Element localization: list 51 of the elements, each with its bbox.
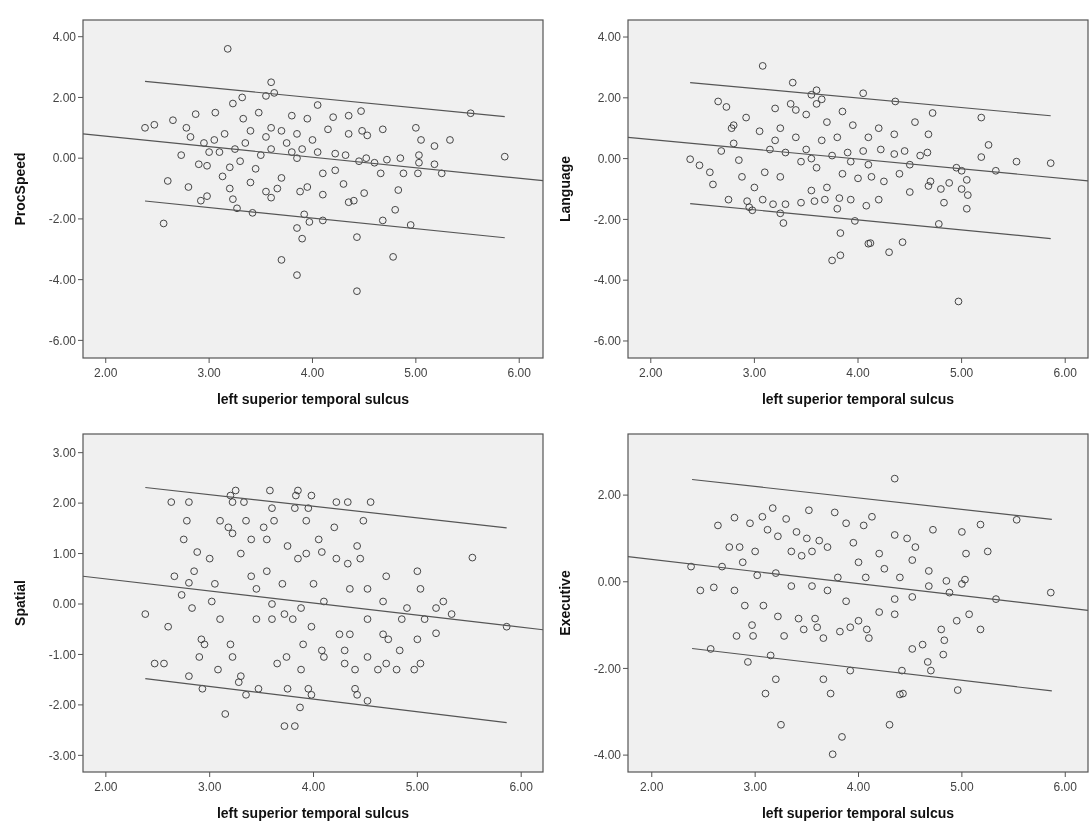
x-tick-label: 4.00 bbox=[301, 780, 326, 794]
y-tick-label: -6.00 bbox=[593, 334, 622, 349]
y-tick-label: 0.00 bbox=[52, 151, 77, 166]
y-axis-title: ProcSpeed bbox=[12, 152, 28, 226]
y-tick-label: -1.00 bbox=[48, 647, 77, 662]
y-tick-label: 2.00 bbox=[597, 488, 622, 503]
x-tick-label: 3.00 bbox=[743, 780, 768, 794]
y-tick-label: 2.00 bbox=[52, 496, 77, 511]
x-tick-label: 4.00 bbox=[846, 366, 870, 380]
x-axis-title: left superior temporal sulcus bbox=[216, 805, 410, 821]
y-tick-label: -2.00 bbox=[593, 212, 622, 227]
y-tick-label: -2.00 bbox=[48, 698, 77, 713]
y-tick-label: -6.00 bbox=[48, 333, 77, 348]
y-axis-title: Language bbox=[557, 155, 573, 223]
x-tick-label: 2.00 bbox=[94, 780, 118, 794]
x-tick-label: 2.00 bbox=[94, 366, 118, 380]
y-tick-label: 2.00 bbox=[597, 91, 622, 106]
y-tick-label: -2.00 bbox=[593, 661, 622, 676]
x-tick-label: 3.00 bbox=[198, 780, 222, 794]
y-tick-label: 0.00 bbox=[597, 151, 622, 166]
y-tick-label: 4.00 bbox=[597, 30, 622, 45]
x-tick-label: 4.00 bbox=[300, 366, 325, 380]
y-axis-title: Executive bbox=[557, 570, 573, 636]
y-tick-label: -4.00 bbox=[48, 272, 77, 287]
y-tick-label: -3.00 bbox=[48, 748, 77, 763]
x-tick-label: 6.00 bbox=[509, 780, 534, 794]
x-tick-label: 4.00 bbox=[846, 780, 871, 794]
x-tick-label: 5.00 bbox=[950, 780, 974, 794]
y-tick-label: -2.00 bbox=[48, 212, 77, 227]
y-tick-label: 1.00 bbox=[52, 546, 77, 561]
y-tick-label: 3.00 bbox=[52, 445, 77, 460]
x-tick-label: 5.00 bbox=[405, 780, 430, 794]
x-tick-label: 3.00 bbox=[197, 366, 222, 380]
y-tick-label: 0.00 bbox=[52, 597, 77, 612]
x-tick-label: 2.00 bbox=[639, 366, 663, 380]
x-tick-label: 6.00 bbox=[507, 366, 532, 380]
x-tick-label: 6.00 bbox=[1053, 780, 1078, 794]
y-tick-label: -4.00 bbox=[593, 273, 622, 288]
x-tick-label: 6.00 bbox=[1053, 366, 1078, 380]
x-tick-label: 5.00 bbox=[949, 366, 974, 380]
x-tick-label: 5.00 bbox=[404, 366, 428, 380]
y-tick-label: 2.00 bbox=[52, 90, 77, 105]
x-tick-label: 3.00 bbox=[742, 366, 767, 380]
x-axis-title: left superior temporal sulcus bbox=[761, 391, 955, 407]
x-axis-title: left superior temporal sulcus bbox=[761, 805, 955, 821]
y-tick-label: 0.00 bbox=[597, 574, 622, 589]
y-axis-title: Spatial bbox=[12, 580, 28, 626]
y-tick-label: 4.00 bbox=[52, 29, 77, 44]
y-tick-label: -4.00 bbox=[593, 748, 622, 763]
x-axis-title: left superior temporal sulcus bbox=[216, 391, 410, 407]
x-tick-label: 2.00 bbox=[640, 780, 664, 794]
